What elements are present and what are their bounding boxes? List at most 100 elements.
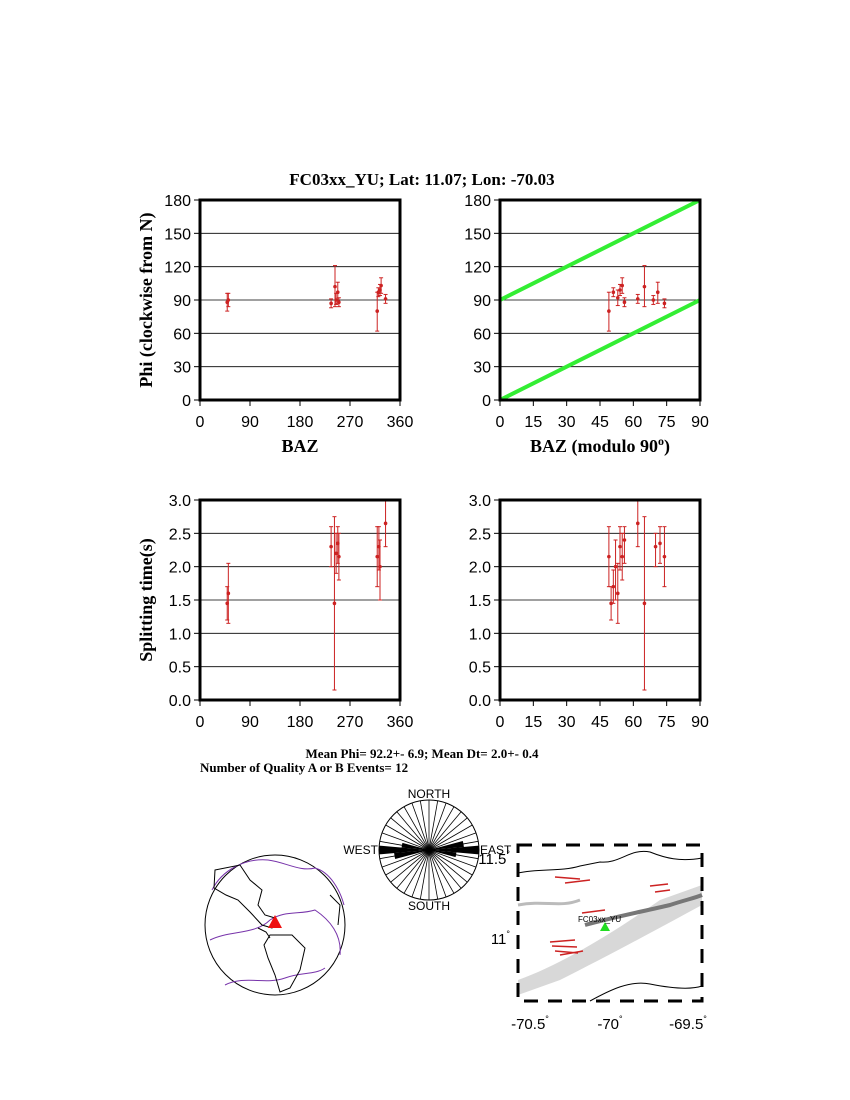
data-point xyxy=(337,554,341,559)
y-tick-label: 1.0 xyxy=(469,626,491,643)
y-tick-label: 2.5 xyxy=(169,526,191,543)
y-tick-label: 0.5 xyxy=(169,660,191,677)
x-tick-label: 30 xyxy=(558,414,576,431)
splitting-direction-bar xyxy=(554,876,581,880)
splitting-direction-bar xyxy=(564,879,591,884)
y-tick-label: 0 xyxy=(182,393,191,410)
x-tick-label: 180 xyxy=(287,714,314,731)
splitting-direction-bar xyxy=(581,909,606,914)
x-tick-label: 45 xyxy=(591,414,609,431)
y-tick-label: 150 xyxy=(164,226,191,243)
data-point xyxy=(642,284,647,289)
y-tick-label: 120 xyxy=(464,260,491,277)
x-axis-label-end: ) xyxy=(664,436,670,457)
data-point xyxy=(383,521,388,526)
x-tick-label: 90 xyxy=(241,414,259,431)
data-point xyxy=(651,298,656,302)
x-axis-label: BAZ xyxy=(281,436,318,456)
data-point xyxy=(662,554,667,559)
x-tick-label: 60 xyxy=(624,714,642,731)
south-america-outline xyxy=(263,934,306,993)
splitting-direction-bar xyxy=(549,939,576,943)
rose-diagram: NORTH SOUTH WEST EAST xyxy=(343,787,512,913)
degree-symbol: ° xyxy=(703,1014,707,1024)
y-tick-label: 90 xyxy=(473,293,491,310)
y-tick-label: 2.0 xyxy=(169,560,191,577)
x-tick-label: 90 xyxy=(691,714,709,731)
y-tick-label: 150 xyxy=(464,226,491,243)
dt-vs-baz-plot: 0.0 0.5 1.0 1.5 2.0 2.5 3.0 0 90 180 270 360 Splitti… xyxy=(136,493,413,731)
station-location-marker xyxy=(268,915,282,928)
data-point xyxy=(335,290,340,295)
y-tick-label: 120 xyxy=(164,260,191,277)
x-tick-label: 270 xyxy=(337,414,364,431)
data-point xyxy=(383,297,388,301)
data-point xyxy=(613,564,618,569)
x-tick-label: 0 xyxy=(496,414,505,431)
splitting-direction-bar xyxy=(649,883,669,887)
data-point xyxy=(622,538,627,542)
map-lat-tick-label: 11.5° xyxy=(478,849,510,868)
map-lon-tick-label: -70.5° xyxy=(511,1014,549,1033)
data-point xyxy=(620,283,625,288)
y-tick-label: 0.5 xyxy=(469,660,491,677)
data-point xyxy=(615,295,620,300)
x-tick-label: 90 xyxy=(691,414,709,431)
data-point xyxy=(375,554,380,559)
y-tick-label: 0 xyxy=(482,393,491,410)
splitting-direction-bar xyxy=(559,950,584,956)
plot-frame xyxy=(498,498,702,702)
x-tick-label: 0 xyxy=(196,414,205,431)
plot-frame xyxy=(498,198,702,402)
data-point xyxy=(611,584,616,589)
data-point xyxy=(658,541,662,546)
rose-petal xyxy=(379,845,429,855)
topography-ridge-west xyxy=(517,898,581,907)
x-tick-label: 360 xyxy=(387,714,414,731)
x-tick-label: 0 xyxy=(196,714,205,731)
topography-ridge xyxy=(584,893,703,927)
data-point xyxy=(333,284,337,289)
x-tick-label: 45 xyxy=(591,714,609,731)
data-point xyxy=(334,551,338,556)
phi-vs-baz-plot: 0 30 60 90 120 150 180 0 90 180 270 360 BAZ Phi (cloc… xyxy=(136,193,413,456)
data-point xyxy=(375,309,380,313)
station-marker xyxy=(600,922,610,931)
y-tick-label: 180 xyxy=(164,193,191,210)
data-point xyxy=(329,301,333,306)
x-tick-label: 180 xyxy=(287,414,314,431)
data-point xyxy=(653,544,658,549)
x-tick-label: 360 xyxy=(387,414,414,431)
y-tick-label: 60 xyxy=(173,326,191,343)
map-frame xyxy=(516,843,704,1003)
data-point xyxy=(332,601,337,606)
reference-line xyxy=(499,198,701,302)
rose-label-south: SOUTH xyxy=(408,899,450,913)
coastline-north xyxy=(517,850,703,874)
y-tick-label: 0.0 xyxy=(169,693,191,710)
rose-petal xyxy=(401,842,429,850)
map-lon-tick-label: -70° xyxy=(597,1014,623,1033)
map-lat-tick-label: 11° xyxy=(491,929,511,948)
data-point xyxy=(611,290,616,295)
degree-symbol: ° xyxy=(506,849,510,859)
data-point xyxy=(329,544,333,549)
rose-petal xyxy=(429,850,457,858)
x-tick-label: 90 xyxy=(241,714,259,731)
y-tick-label: 3.0 xyxy=(169,493,191,510)
central-america-outline xyxy=(257,927,271,939)
data-point xyxy=(334,298,338,302)
x-tick-label: 0 xyxy=(496,714,505,731)
x-tick-label: 75 xyxy=(658,714,676,731)
data-point xyxy=(607,554,611,559)
data-point xyxy=(635,297,640,301)
data-point xyxy=(379,283,383,288)
data-point xyxy=(226,298,231,302)
data-point xyxy=(378,564,382,569)
y-tick-label: 2.0 xyxy=(469,560,491,577)
coastline-south xyxy=(589,982,703,1002)
y-tick-label: 30 xyxy=(173,360,191,377)
data-point xyxy=(618,544,622,549)
y-tick-label: 60 xyxy=(473,326,491,343)
